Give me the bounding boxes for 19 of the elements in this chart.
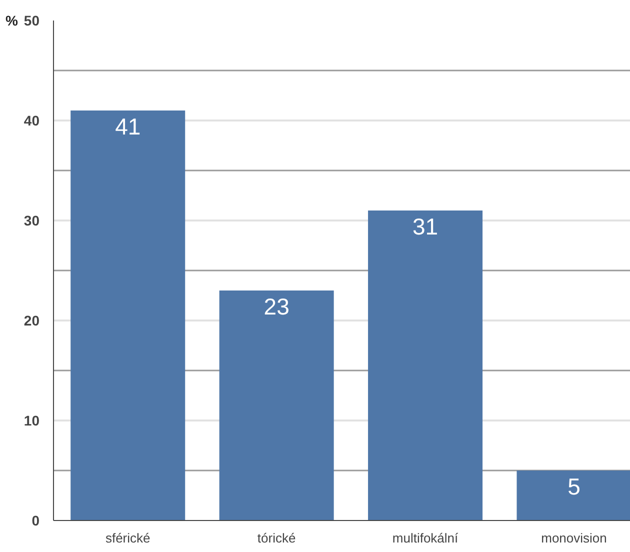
y-tick-label: 30 <box>24 212 40 228</box>
x-tick-label: sférické <box>105 530 150 546</box>
y-tick-label: 10 <box>24 412 40 428</box>
data-label: 23 <box>264 294 290 320</box>
y-axis-title: % <box>5 12 18 28</box>
y-tick-label: 0 <box>32 512 40 528</box>
y-tick-label: 20 <box>24 312 40 328</box>
x-tick-label: multifokální <box>392 530 459 546</box>
x-tick-label: monovision <box>541 530 607 546</box>
y-tick-label: 40 <box>24 112 40 128</box>
y-tick-label: 50 <box>24 12 40 28</box>
data-label: 31 <box>412 214 438 240</box>
data-label: 41 <box>115 114 141 140</box>
data-label: 5 <box>568 474 580 500</box>
bar <box>70 110 186 520</box>
bar <box>219 290 334 520</box>
x-tick-label: tórické <box>257 530 296 546</box>
bar <box>368 210 483 520</box>
bar <box>516 470 630 520</box>
